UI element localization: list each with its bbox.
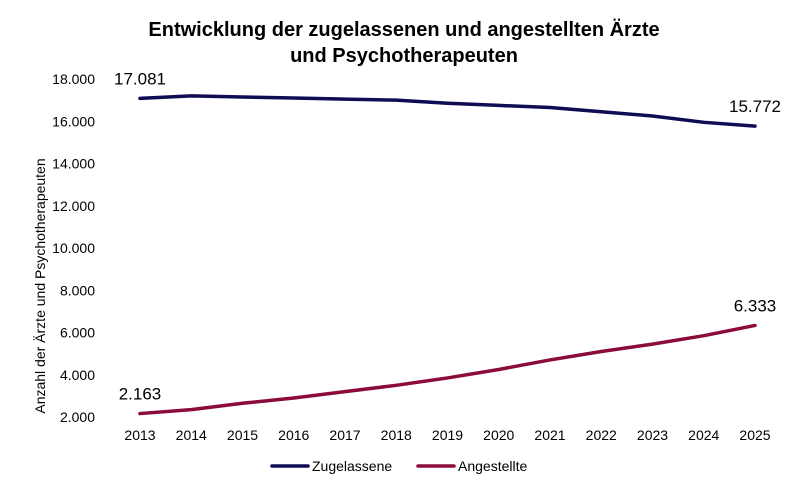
series-line-angestellte [138, 323, 757, 416]
data-label: 6.333 [734, 296, 777, 315]
x-tick-label: 2020 [483, 427, 514, 443]
x-tick-label: 2014 [176, 427, 207, 443]
y-tick-label: 12.000 [52, 198, 95, 214]
series-lines [138, 94, 757, 416]
chart-title-line-1: Entwicklung der zugelassenen und angeste… [148, 18, 659, 41]
x-tick-label: 2023 [637, 427, 668, 443]
x-tick-label: 2024 [688, 427, 719, 443]
y-tick-label: 8.000 [60, 282, 95, 298]
data-label: 15.772 [729, 97, 781, 116]
y-tick-label: 10.000 [52, 240, 95, 256]
x-tick-label: 2015 [227, 427, 258, 443]
x-axis-ticks: 2013 2014 2015 2016 2017 2018 2019 2020 2021 2022… [124, 427, 770, 443]
y-tick-label: 6.000 [60, 325, 95, 341]
x-tick-label: 2019 [432, 427, 463, 443]
y-tick-label: 4.000 [60, 367, 95, 383]
legend-label: Zugelassene [312, 458, 392, 474]
y-axis-ticks: 2.000 4.000 6.000 8.000 10.000 12.000 14.000 16… [52, 71, 95, 425]
x-tick-label: 2021 [534, 427, 565, 443]
data-label: 17.081 [114, 69, 166, 88]
y-tick-label: 18.000 [52, 71, 95, 87]
y-tick-label: 16.000 [52, 113, 95, 129]
x-tick-label: 2016 [278, 427, 309, 443]
chart-title-line-2: und Psychotherapeuten [290, 45, 518, 67]
y-axis-label: Anzahl der Ärzte und Psychotherapeuten [32, 158, 48, 413]
data-labels: 17.081 15.772 2.163 6.333 [114, 69, 781, 403]
data-label: 2.163 [119, 385, 162, 404]
y-tick-label: 14.000 [52, 156, 95, 172]
legend-label: Angestellte [458, 458, 527, 474]
x-tick-label: 2018 [381, 427, 412, 443]
series-line-zugelassene [138, 94, 757, 128]
legend: Zugelassene Angestellte [270, 458, 527, 474]
x-tick-label: 2013 [124, 427, 155, 443]
x-tick-label: 2022 [586, 427, 617, 443]
y-tick-label: 2.000 [60, 409, 95, 425]
x-tick-label: 2017 [329, 427, 360, 443]
x-tick-label: 2025 [739, 427, 770, 443]
